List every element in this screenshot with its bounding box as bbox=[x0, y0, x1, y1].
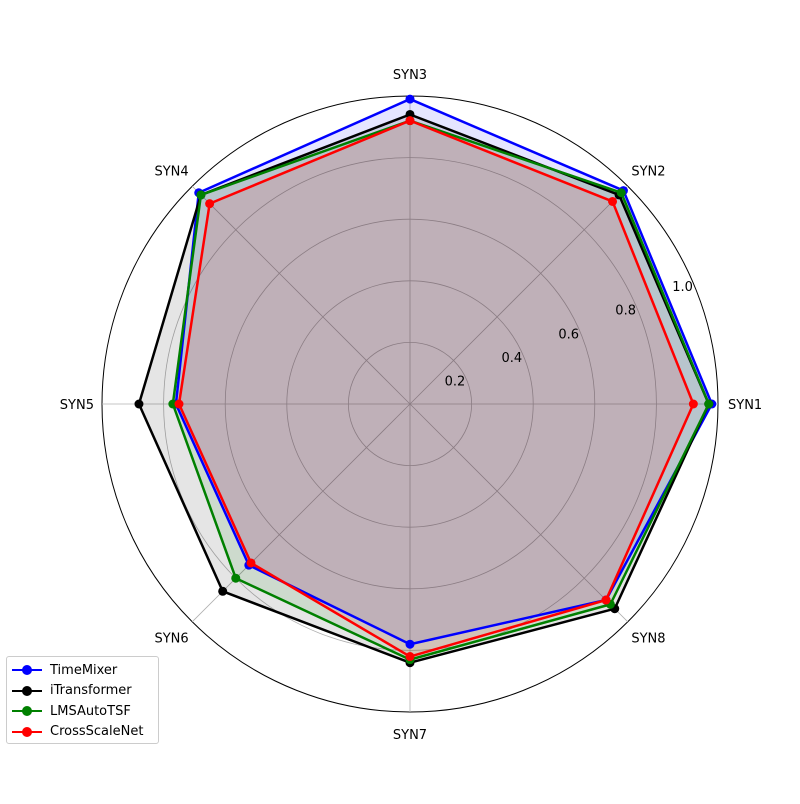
data-point bbox=[196, 190, 206, 200]
spoke-gridline bbox=[191, 403, 411, 623]
legend-swatch bbox=[12, 726, 42, 738]
radial-tick-label: 0.8 bbox=[615, 304, 636, 319]
series-fill bbox=[179, 120, 694, 657]
data-point bbox=[601, 595, 611, 605]
spoke-gridline bbox=[191, 185, 411, 405]
category-label: SYN6 bbox=[154, 631, 188, 646]
legend: TimeMixer iTransformer LMSAutoTSF CrossScal… bbox=[6, 656, 159, 744]
radial-tick-label: 1.0 bbox=[672, 280, 693, 295]
legend-label: LMSAutoTSF bbox=[50, 703, 131, 719]
radial-tick-label: 0.2 bbox=[445, 374, 466, 389]
category-label: SYN4 bbox=[154, 165, 188, 180]
label-layer: 0.2 0.4 0.6 0.8 1.0 SYN1 SYN2 SYN3 SYN4 SYN5 SYN6 S… bbox=[60, 68, 762, 743]
data-point bbox=[405, 116, 415, 126]
category-label: SYN2 bbox=[631, 165, 665, 180]
data-point bbox=[616, 188, 626, 198]
data-point bbox=[405, 652, 415, 662]
spoke-gridline bbox=[409, 403, 629, 623]
legend-swatch bbox=[12, 664, 42, 676]
legend-item: LMSAutoTSF bbox=[7, 701, 158, 722]
radial-tick-label: 0.4 bbox=[501, 351, 522, 366]
series-fill bbox=[172, 120, 709, 660]
legend-label: TimeMixer bbox=[50, 662, 118, 678]
category-label: SYN7 bbox=[393, 728, 427, 743]
data-point bbox=[168, 399, 178, 409]
data-point bbox=[688, 399, 698, 409]
category-label: SYN8 bbox=[631, 631, 665, 646]
radial-tick-label: 0.6 bbox=[558, 327, 579, 342]
data-point bbox=[174, 399, 184, 409]
series-layer bbox=[134, 94, 717, 668]
legend-item: iTransformer bbox=[7, 681, 158, 702]
data-point bbox=[205, 199, 215, 209]
category-label: SYN5 bbox=[60, 398, 94, 413]
legend-item: CrossScaleNet bbox=[7, 722, 158, 743]
data-point bbox=[704, 399, 714, 409]
data-point bbox=[134, 399, 144, 409]
data-point bbox=[405, 639, 415, 649]
legend-swatch bbox=[12, 685, 42, 697]
category-label: SYN3 bbox=[393, 68, 427, 83]
data-point bbox=[405, 109, 415, 119]
data-point bbox=[405, 94, 415, 104]
spoke-gridline bbox=[409, 185, 629, 405]
data-point bbox=[246, 558, 256, 568]
legend-swatch bbox=[12, 705, 42, 717]
series-fill bbox=[175, 99, 712, 645]
legend-label: CrossScaleNet bbox=[50, 724, 144, 740]
data-point bbox=[608, 196, 618, 206]
legend-label: iTransformer bbox=[50, 683, 132, 699]
data-point bbox=[231, 573, 241, 583]
data-point bbox=[218, 586, 228, 596]
category-label: SYN1 bbox=[728, 398, 762, 413]
legend-item: TimeMixer bbox=[7, 660, 158, 681]
series-fill bbox=[138, 114, 709, 663]
